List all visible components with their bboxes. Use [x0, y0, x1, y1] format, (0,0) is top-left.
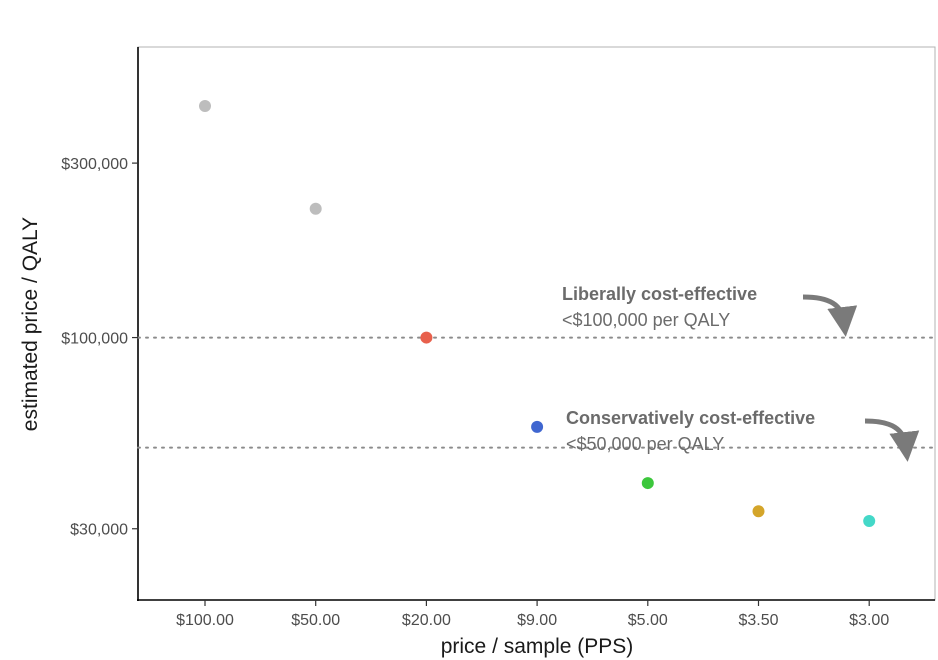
data-point-5 — [752, 505, 765, 518]
x-tick-label: $5.00 — [628, 612, 668, 629]
plot-panel — [137, 46, 936, 601]
annotation-conservative-arrow — [864, 418, 920, 462]
annotation-liberal-title: Liberally cost-effective — [562, 284, 757, 304]
y-tick-label: $300,000 — [61, 156, 128, 173]
data-point-2 — [420, 331, 433, 344]
y-axis-ticks: $30,000 $100,000 $300,000 — [61, 156, 138, 539]
x-axis-title: price / sample (PPS) — [441, 635, 634, 658]
x-tick-label: $100.00 — [176, 612, 234, 629]
annotation-liberal-arrow — [802, 294, 858, 337]
x-axis-ticks: $100.00 $50.00 $20.00 $9.00 $5.00 $3.50 $3.00 — [176, 600, 889, 629]
y-tick-label: $100,000 — [61, 331, 128, 348]
data-point-6 — [863, 515, 876, 528]
x-tick-label: $3.00 — [849, 612, 889, 629]
x-tick-label: $9.00 — [517, 612, 557, 629]
data-points — [199, 99, 876, 528]
annotation-liberal-subtitle: <$100,000 per QALY — [562, 310, 730, 330]
y-axis-title: estimated price / QALY — [19, 217, 42, 431]
x-tick-label: $3.50 — [738, 612, 778, 629]
data-point-4 — [641, 477, 654, 490]
reference-lines — [137, 336, 936, 449]
x-tick-label: $50.00 — [291, 612, 340, 629]
annotation-conservative: Conservatively cost-effective <$50,000 p… — [566, 408, 920, 462]
y-tick-label: $30,000 — [70, 522, 128, 539]
data-point-0 — [199, 99, 211, 112]
data-point-1 — [309, 202, 322, 215]
annotation-liberal: Liberally cost-effective <$100,000 per Q… — [562, 284, 858, 337]
x-tick-label: $20.00 — [402, 612, 451, 629]
annotation-conservative-title: Conservatively cost-effective — [566, 408, 815, 428]
data-point-3 — [531, 420, 544, 433]
annotation-conservative-subtitle: <$50,000 per QALY — [566, 434, 724, 454]
